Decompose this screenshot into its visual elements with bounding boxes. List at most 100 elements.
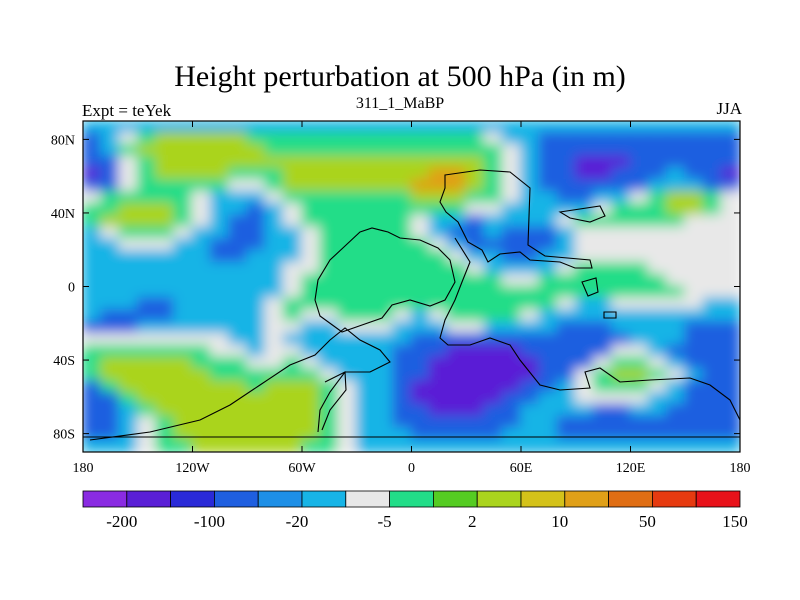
field-cell xyxy=(100,344,121,359)
field-cell xyxy=(538,356,559,371)
field-cell xyxy=(702,332,723,347)
field-cell xyxy=(228,250,249,264)
field-cell xyxy=(136,250,157,264)
field-cell xyxy=(593,273,614,288)
field-cell xyxy=(465,356,486,371)
field-cell xyxy=(593,238,614,253)
field-cell xyxy=(173,427,194,442)
field-cell xyxy=(629,415,650,430)
field-cell xyxy=(574,155,595,170)
field-cell xyxy=(155,427,176,442)
field-cell xyxy=(100,356,121,371)
field-cell xyxy=(666,121,687,134)
field-cell xyxy=(684,297,705,312)
field-cell xyxy=(538,403,559,418)
x-tick-label: 180 xyxy=(730,461,751,476)
field-cell xyxy=(611,332,632,347)
field-cell xyxy=(374,344,395,359)
field-cell xyxy=(720,285,740,300)
field-cell xyxy=(720,439,740,452)
field-cell xyxy=(520,261,541,276)
field-cell xyxy=(720,427,740,442)
field-cell xyxy=(720,273,740,288)
field-cell xyxy=(684,261,705,276)
field-cell xyxy=(191,309,212,323)
field-cell xyxy=(337,403,358,418)
field-cell xyxy=(465,143,486,158)
field-cell xyxy=(374,368,395,383)
field-cell xyxy=(684,285,705,300)
field-cell xyxy=(593,226,614,241)
field-cell xyxy=(173,214,194,229)
field-cell xyxy=(136,121,157,134)
colorbar-label: -200 xyxy=(106,512,137,531)
field-cell xyxy=(83,131,103,146)
field-cell xyxy=(301,439,322,452)
field-cell xyxy=(410,356,431,371)
field-cell xyxy=(301,285,322,300)
field-cell xyxy=(392,285,413,300)
field-cell xyxy=(593,356,614,371)
field-cell xyxy=(702,167,723,182)
field-cell xyxy=(282,155,303,170)
field-cell xyxy=(702,391,723,406)
field-cell xyxy=(83,167,103,182)
field-cell xyxy=(319,344,340,359)
field-cell xyxy=(392,131,413,146)
field-cell xyxy=(574,131,595,146)
field-cell xyxy=(465,439,486,452)
field-cell xyxy=(410,131,431,146)
field-cell xyxy=(447,344,468,359)
field-cell xyxy=(118,309,139,323)
field-cell xyxy=(520,238,541,253)
field-cell xyxy=(574,273,595,288)
field-cell xyxy=(465,285,486,300)
field-cell xyxy=(666,226,687,241)
field-cell xyxy=(720,226,740,241)
field-cell xyxy=(593,131,614,146)
field-cell xyxy=(666,403,687,418)
field-cell xyxy=(538,131,559,146)
field-cell xyxy=(465,309,486,323)
colorbar-label: 2 xyxy=(468,512,477,531)
field-cell xyxy=(556,226,577,241)
field-cell xyxy=(720,143,740,158)
field-cell xyxy=(83,439,103,452)
field-cell xyxy=(428,131,449,146)
field-cell xyxy=(173,250,194,264)
field-cell xyxy=(301,368,322,383)
field-cell xyxy=(593,202,614,217)
field-cell xyxy=(319,273,340,288)
field-cell xyxy=(702,190,723,205)
field-cell xyxy=(447,190,468,205)
field-cell xyxy=(301,320,322,335)
field-cell xyxy=(83,356,103,371)
field-cell xyxy=(410,167,431,182)
field-cell xyxy=(392,167,413,182)
field-cell xyxy=(520,131,541,146)
field-cell xyxy=(319,427,340,442)
field-cell xyxy=(629,356,650,371)
colorbar-swatch xyxy=(520,490,566,508)
field-cell xyxy=(465,380,486,394)
field-cell xyxy=(611,320,632,335)
field-cell xyxy=(118,439,139,452)
field-cell xyxy=(447,391,468,406)
field-cell xyxy=(611,273,632,288)
field-cell xyxy=(629,439,650,452)
field-cell xyxy=(629,179,650,193)
field-cell xyxy=(374,143,395,158)
field-cell xyxy=(483,238,504,253)
field-cell xyxy=(702,202,723,217)
field-cell xyxy=(556,344,577,359)
field-cell xyxy=(155,261,176,276)
field-cell xyxy=(593,167,614,182)
field-cell xyxy=(191,179,212,193)
field-cell xyxy=(501,297,522,312)
field-cell xyxy=(264,332,285,347)
x-tick-label: 60W xyxy=(288,461,316,476)
field-cell xyxy=(684,427,705,442)
field-cell xyxy=(501,309,522,323)
field-cell xyxy=(337,309,358,323)
field-cell xyxy=(136,427,157,442)
